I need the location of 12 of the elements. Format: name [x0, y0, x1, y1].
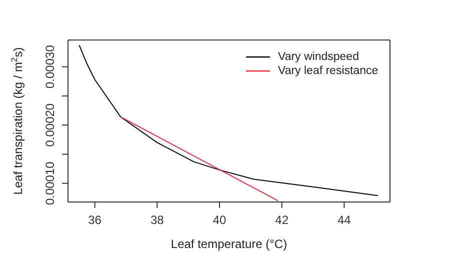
- legend-label: Vary windspeed: [278, 50, 359, 64]
- y-tick-label: 0.00030: [43, 44, 57, 88]
- line-series: [78, 44, 378, 196]
- x-tick-label: 44: [338, 213, 352, 227]
- x-tick-label: 38: [150, 213, 164, 227]
- y-tick-label: 0.00020: [43, 103, 57, 147]
- x-tick-label: 42: [275, 213, 289, 227]
- x-axis-title: Leaf temperature (°C): [170, 237, 288, 251]
- legend-label: Vary leaf resistance: [278, 64, 378, 78]
- y-tick-label: 0.00010: [43, 161, 57, 206]
- x-tick-label: 40: [212, 213, 226, 227]
- x-tick-label: 36: [88, 213, 102, 227]
